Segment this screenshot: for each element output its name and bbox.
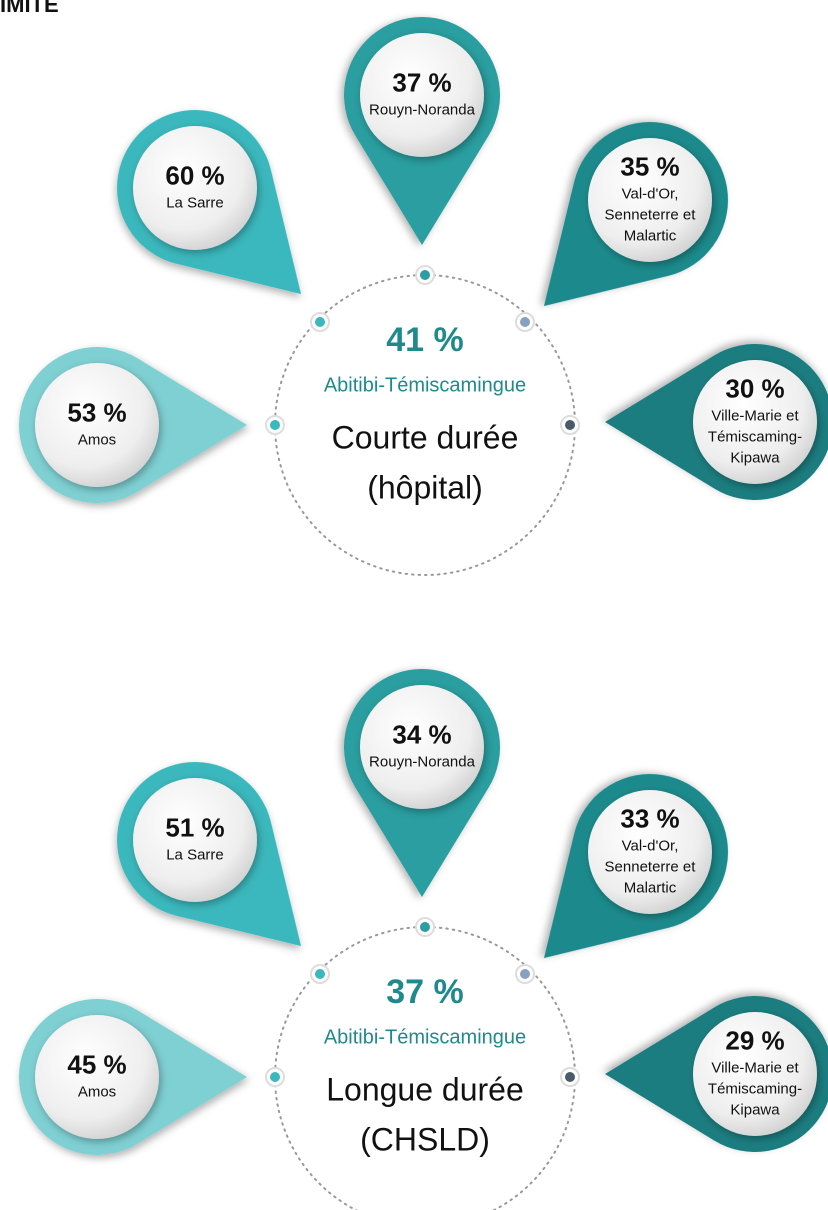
dot	[420, 922, 430, 932]
panel: 34 % Rouyn-Noranda 51 % La Sarre 33 % Val-d'O…	[18, 669, 828, 1210]
dot	[420, 270, 430, 280]
dot	[270, 1072, 280, 1082]
satellite-name: Amos	[78, 431, 116, 448]
satellite-name: Senneterre et	[605, 858, 697, 875]
inner-circle	[588, 138, 712, 262]
satellite-value: 34 %	[392, 719, 451, 749]
satellite-name: Malartic	[624, 879, 677, 896]
satellite-value: 53 %	[67, 397, 126, 427]
satellite: 29 % Ville-Marie et Témiscaming- Kipawa	[605, 996, 828, 1152]
dot	[270, 420, 280, 430]
dot	[565, 1072, 575, 1082]
satellite-name: Kipawa	[730, 1101, 780, 1118]
satellite: 33 % Val-d'Or, Senneterre et Malartic	[543, 774, 728, 959]
satellite-value: 51 %	[165, 812, 224, 842]
dot	[315, 969, 325, 979]
satellite-name: La Sarre	[166, 846, 224, 863]
center-region: Abitibi-Témiscamingue	[324, 374, 526, 396]
satellite-value: 35 %	[620, 151, 679, 181]
satellite-name: Rouyn-Noranda	[369, 101, 476, 118]
satellite-name: Rouyn-Noranda	[369, 753, 476, 770]
satellite-value: 30 %	[725, 373, 784, 403]
satellite-value: 29 %	[725, 1025, 784, 1055]
satellite-name: Amos	[78, 1083, 116, 1100]
satellite-value: 33 %	[620, 803, 679, 833]
center-label: Courte durée	[332, 419, 519, 455]
header: IMITE	[0, 0, 59, 17]
satellite-name: Kipawa	[730, 449, 780, 466]
satellite-name: Ville-Marie et	[711, 1059, 799, 1076]
inner-circle	[35, 1015, 159, 1139]
satellite: 35 % Val-d'Or, Senneterre et Malartic	[543, 122, 728, 307]
satellite: 45 % Amos	[18, 999, 247, 1155]
satellite-name: Témiscaming-	[708, 1080, 802, 1097]
dot	[315, 317, 325, 327]
satellite-name: La Sarre	[166, 194, 224, 211]
inner-circle	[588, 790, 712, 914]
satellite: 37 % Rouyn-Noranda	[344, 17, 500, 245]
satellite-name: Témiscaming-	[708, 428, 802, 445]
satellite: 60 % La Sarre	[117, 110, 302, 295]
center-label: Longue durée	[326, 1071, 524, 1107]
dot	[520, 969, 530, 979]
center-value: 37 %	[386, 973, 464, 1011]
inner-circle	[133, 126, 257, 250]
inner-circle	[360, 33, 484, 157]
satellite: 53 % Amos	[18, 347, 247, 503]
center-label: (hôpital)	[367, 469, 483, 505]
center-value: 41 %	[386, 321, 464, 359]
satellite: 34 % Rouyn-Noranda	[344, 669, 500, 897]
satellite-name: Val-d'Or,	[622, 837, 679, 854]
inner-circle	[360, 685, 484, 809]
satellite-value: 45 %	[67, 1049, 126, 1079]
inner-circle	[693, 360, 817, 484]
satellite: 30 % Ville-Marie et Témiscaming- Kipawa	[605, 344, 828, 500]
dot	[520, 317, 530, 327]
satellite-value: 60 %	[165, 160, 224, 190]
satellite-name: Senneterre et	[605, 206, 697, 223]
inner-circle	[693, 1012, 817, 1136]
satellite-value: 37 %	[392, 67, 451, 97]
satellite: 51 % La Sarre	[117, 762, 302, 947]
dot	[565, 420, 575, 430]
satellite-name: Val-d'Or,	[622, 185, 679, 202]
center-label: (CHSLD)	[360, 1121, 490, 1157]
inner-circle	[35, 363, 159, 487]
panel: 37 % Rouyn-Noranda 60 % La Sarre 35 % Val-d'O…	[18, 17, 828, 576]
satellite-name: Ville-Marie et	[711, 407, 799, 424]
center-region: Abitibi-Témiscamingue	[324, 1026, 526, 1048]
inner-circle	[133, 778, 257, 902]
satellite-name: Malartic	[624, 227, 677, 244]
